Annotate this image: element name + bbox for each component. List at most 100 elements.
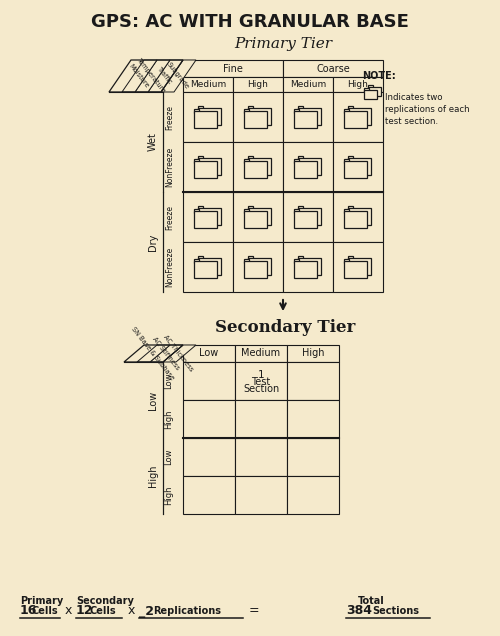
Text: Primary: Primary (20, 596, 63, 606)
Polygon shape (283, 60, 383, 77)
FancyBboxPatch shape (348, 208, 371, 225)
Polygon shape (287, 362, 339, 400)
Text: Moisture: Moisture (128, 63, 150, 89)
Polygon shape (283, 242, 333, 292)
Text: High: High (164, 485, 173, 505)
Polygon shape (122, 60, 157, 92)
Text: x: x (128, 604, 136, 618)
Polygon shape (298, 206, 303, 210)
Polygon shape (194, 159, 199, 163)
Polygon shape (283, 77, 333, 92)
Polygon shape (287, 476, 339, 514)
FancyBboxPatch shape (248, 158, 271, 175)
Polygon shape (287, 345, 339, 362)
Polygon shape (368, 85, 373, 89)
Polygon shape (183, 476, 235, 514)
Polygon shape (235, 400, 287, 438)
Polygon shape (183, 345, 235, 362)
FancyBboxPatch shape (194, 111, 217, 128)
Polygon shape (235, 362, 287, 400)
Polygon shape (135, 60, 170, 92)
Polygon shape (194, 209, 199, 213)
Polygon shape (333, 242, 383, 292)
FancyBboxPatch shape (194, 261, 217, 278)
Polygon shape (348, 106, 353, 110)
FancyBboxPatch shape (298, 108, 321, 125)
Polygon shape (198, 156, 203, 160)
Text: High: High (248, 80, 268, 89)
Polygon shape (183, 92, 233, 142)
Polygon shape (148, 60, 183, 92)
Polygon shape (248, 256, 253, 260)
Polygon shape (283, 192, 333, 242)
Polygon shape (348, 256, 353, 260)
Text: Coarse: Coarse (316, 64, 350, 74)
Text: Traffic: Traffic (156, 66, 173, 86)
Text: GPS: AC WITH GRANULAR BASE: GPS: AC WITH GRANULAR BASE (91, 13, 409, 31)
Text: Low: Low (164, 449, 173, 466)
Text: Section: Section (243, 384, 279, 394)
FancyBboxPatch shape (348, 258, 371, 275)
Polygon shape (348, 206, 353, 210)
Polygon shape (298, 256, 303, 260)
FancyBboxPatch shape (244, 261, 267, 278)
Text: Subgrade: Subgrade (166, 62, 190, 90)
Text: 384: 384 (346, 604, 372, 618)
Polygon shape (333, 142, 383, 192)
FancyBboxPatch shape (344, 161, 367, 178)
Polygon shape (298, 106, 303, 110)
Polygon shape (161, 60, 196, 92)
FancyBboxPatch shape (244, 211, 267, 228)
FancyBboxPatch shape (248, 208, 271, 225)
Text: _2: _2 (139, 604, 154, 618)
FancyBboxPatch shape (348, 158, 371, 175)
Polygon shape (235, 438, 287, 476)
Text: High: High (302, 349, 324, 359)
Text: Secondary: Secondary (76, 596, 134, 606)
Text: Fine: Fine (223, 64, 243, 74)
Polygon shape (287, 438, 339, 476)
Polygon shape (233, 77, 283, 92)
Polygon shape (163, 345, 196, 362)
Text: Total: Total (358, 596, 385, 606)
FancyBboxPatch shape (364, 90, 377, 99)
Polygon shape (344, 259, 349, 263)
Text: Temperature: Temperature (136, 57, 167, 95)
Polygon shape (287, 400, 339, 438)
Text: Replications: Replications (153, 606, 221, 616)
FancyBboxPatch shape (298, 258, 321, 275)
Text: 1: 1 (258, 370, 264, 380)
Polygon shape (194, 259, 199, 263)
Polygon shape (183, 438, 235, 476)
FancyBboxPatch shape (298, 208, 321, 225)
Polygon shape (233, 192, 283, 242)
Polygon shape (248, 156, 253, 160)
Polygon shape (244, 209, 249, 213)
Text: High: High (148, 465, 158, 487)
FancyBboxPatch shape (294, 261, 317, 278)
Text: NonFreeze: NonFreeze (166, 147, 174, 187)
Polygon shape (333, 77, 383, 92)
Text: Primary Tier: Primary Tier (234, 37, 332, 51)
Polygon shape (235, 476, 287, 514)
Text: AC Thickness: AC Thickness (162, 335, 194, 373)
Polygon shape (233, 92, 283, 142)
Polygon shape (344, 159, 349, 163)
Polygon shape (333, 92, 383, 142)
Polygon shape (344, 209, 349, 213)
Text: Cells: Cells (90, 606, 117, 616)
Polygon shape (294, 209, 299, 213)
FancyBboxPatch shape (368, 87, 381, 96)
Polygon shape (248, 206, 253, 210)
Text: Wet: Wet (148, 132, 158, 151)
Polygon shape (183, 142, 233, 192)
Text: =: = (249, 604, 260, 618)
Text: Cells: Cells (32, 606, 58, 616)
Polygon shape (183, 60, 283, 77)
Text: Medium: Medium (242, 349, 281, 359)
FancyBboxPatch shape (344, 211, 367, 228)
Text: Medium: Medium (190, 80, 226, 89)
Polygon shape (348, 156, 353, 160)
Polygon shape (248, 106, 253, 110)
Text: SN Base & Subbase: SN Base & Subbase (130, 326, 175, 381)
